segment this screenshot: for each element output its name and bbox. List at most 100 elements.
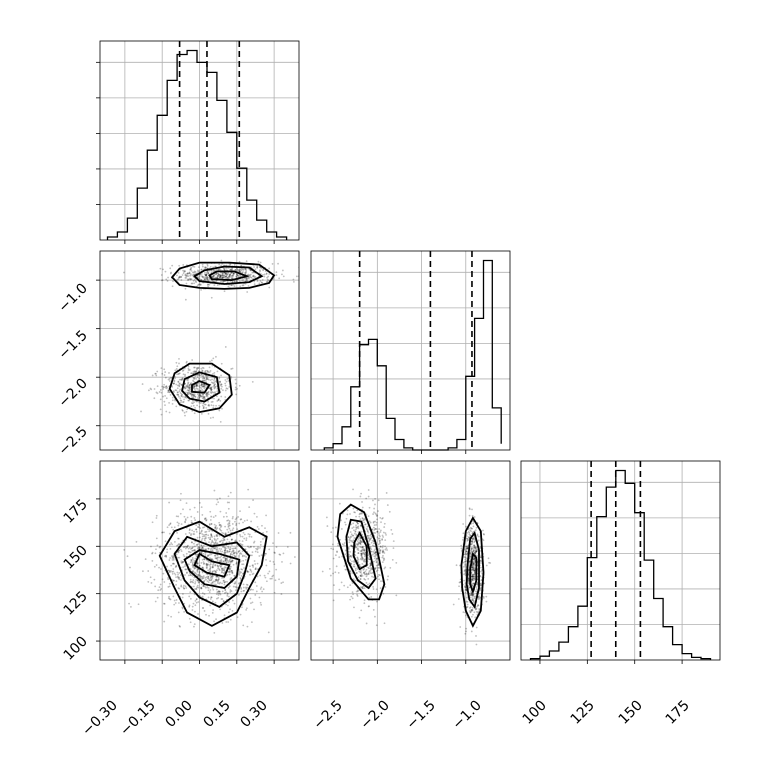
- scatter-point: [376, 515, 378, 517]
- scatter-point: [203, 386, 206, 388]
- scatter-point: [219, 560, 222, 563]
- scatter-point: [161, 531, 164, 534]
- scatter-point: [184, 387, 187, 389]
- scatter-point: [215, 265, 217, 268]
- scatter-point: [198, 394, 200, 397]
- scatter-point: [374, 497, 376, 500]
- scatter-point: [355, 527, 358, 529]
- scatter-point: [257, 547, 259, 550]
- scatter-point: [231, 559, 233, 562]
- scatter-point: [359, 537, 362, 540]
- scatter-point: [205, 613, 207, 616]
- scatter-point: [212, 386, 214, 388]
- scatter-point: [458, 585, 460, 588]
- scatter-point: [213, 542, 216, 545]
- scatter-point: [193, 412, 196, 415]
- scatter-point: [226, 528, 229, 531]
- scatter-point: [188, 532, 191, 534]
- scatter-point: [377, 548, 380, 551]
- scatter-point: [372, 586, 375, 588]
- scatter-point: [211, 582, 214, 584]
- scatter-point: [260, 603, 263, 606]
- scatter-point: [215, 503, 218, 506]
- scatter-point: [220, 383, 223, 386]
- scatter-point: [475, 611, 478, 613]
- scatter-point: [215, 557, 218, 560]
- scatter-point: [192, 581, 195, 584]
- scatter-point: [197, 579, 199, 582]
- scatter-point: [289, 531, 292, 534]
- scatter-point: [471, 599, 473, 602]
- scatter-point: [375, 624, 378, 627]
- scatter-point: [189, 384, 191, 386]
- scatter-point: [260, 281, 263, 284]
- scatter-point: [204, 537, 207, 540]
- scatter-point: [195, 387, 198, 390]
- scatter-point: [261, 524, 263, 527]
- scatter-point: [473, 611, 476, 614]
- scatter-point: [470, 592, 473, 594]
- scatter-point: [250, 621, 253, 624]
- scatter-point: [209, 265, 212, 268]
- scatter-point: [208, 591, 211, 593]
- scatter-point: [477, 596, 480, 599]
- scatter-point: [233, 285, 236, 288]
- scatter-point: [168, 372, 170, 374]
- scatter-point: [197, 601, 200, 603]
- scatter-point: [254, 268, 257, 271]
- scatter-point: [377, 499, 380, 502]
- scatter-point: [223, 581, 226, 584]
- scatter-point: [205, 276, 208, 278]
- scatter-point: [223, 566, 226, 569]
- scatter-point: [462, 532, 465, 535]
- scatter-point: [367, 572, 370, 575]
- scatter-point: [167, 597, 170, 600]
- scatter-point: [376, 557, 379, 560]
- scatter-point: [232, 272, 235, 275]
- scatter-point: [254, 563, 257, 565]
- scatter-point: [273, 551, 276, 554]
- scatter-point: [355, 524, 357, 527]
- scatter-point: [194, 566, 196, 569]
- scatter-point: [224, 533, 227, 536]
- scatter-point: [462, 536, 465, 539]
- scatter-point: [466, 547, 468, 550]
- scatter-point: [165, 410, 168, 413]
- scatter-point: [372, 609, 375, 611]
- scatter-point: [471, 578, 474, 581]
- scatter-point: [158, 566, 160, 569]
- scatter-point: [216, 556, 219, 559]
- scatter-point: [166, 565, 168, 568]
- scatter-point: [465, 566, 467, 568]
- scatter-point: [379, 529, 382, 532]
- scatter-point: [180, 560, 183, 563]
- scatter-point: [214, 276, 217, 279]
- scatter-point: [475, 588, 478, 590]
- scatter-point: [378, 574, 381, 577]
- scatter-point: [363, 555, 366, 558]
- scatter-point: [465, 537, 468, 540]
- scatter-point: [373, 545, 375, 548]
- scatter-point: [254, 567, 257, 570]
- scatter-point: [252, 275, 254, 277]
- scatter-point: [188, 386, 190, 389]
- scatter-point: [386, 549, 388, 551]
- scatter-point: [173, 562, 175, 565]
- scatter-point: [357, 522, 359, 525]
- scatter-point: [200, 587, 202, 589]
- scatter-point: [361, 546, 364, 549]
- scatter-point: [470, 543, 472, 546]
- scatter-point: [252, 564, 254, 567]
- scatter-point: [356, 595, 359, 597]
- scatter-point: [241, 268, 243, 271]
- scatter-point: [210, 596, 213, 599]
- scatter-point: [182, 400, 185, 403]
- scatter-point: [233, 554, 236, 557]
- scatter-point: [238, 269, 241, 272]
- scatter-point: [185, 360, 188, 363]
- scatter-point: [372, 526, 375, 529]
- scatter-point: [151, 552, 153, 555]
- scatter-point: [370, 596, 373, 598]
- scatter-point: [230, 284, 233, 287]
- scatter-point: [189, 578, 192, 581]
